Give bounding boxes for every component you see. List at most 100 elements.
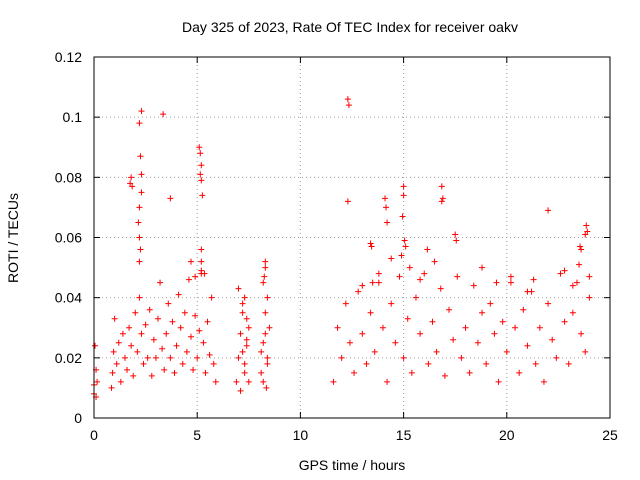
roti-point: [167, 354, 174, 361]
roti-point: [408, 369, 415, 376]
roti-point: [446, 306, 453, 313]
roti-point: [127, 180, 134, 187]
roti-point: [263, 384, 270, 391]
roti-point: [264, 354, 271, 361]
roti-point: [198, 267, 205, 274]
roti-point: [368, 243, 375, 250]
x-tick-label: 15: [396, 427, 412, 443]
roti-point: [404, 315, 411, 322]
roti-point: [190, 366, 197, 373]
roti-point: [260, 378, 267, 385]
y-tick-label: 0.1: [63, 109, 83, 125]
roti-point: [157, 279, 164, 286]
roti-point: [243, 342, 250, 349]
roti-point: [266, 324, 273, 331]
y-tick-label: 0.08: [55, 169, 82, 185]
roti-point: [192, 312, 199, 319]
y-axis-label: ROTI / TECUs: [5, 193, 21, 283]
roti-point: [239, 309, 246, 316]
roti-point: [196, 327, 203, 334]
roti-point: [262, 258, 269, 265]
roti-point: [453, 237, 460, 244]
roti-point: [92, 342, 99, 349]
roti-point: [520, 306, 527, 313]
roti-point: [160, 111, 167, 118]
roti-point: [578, 330, 585, 337]
roti-point: [119, 330, 126, 337]
roti-point: [359, 282, 366, 289]
roti-point: [532, 360, 539, 367]
roti-point: [202, 369, 209, 376]
roti-point: [383, 204, 390, 211]
roti-point: [239, 348, 246, 355]
roti-point: [264, 360, 271, 367]
roti-point: [150, 336, 157, 343]
roti-point: [392, 339, 399, 346]
roti-point: [400, 192, 407, 199]
roti-point: [194, 354, 201, 361]
roti-point: [199, 192, 206, 199]
roti-point: [583, 222, 590, 229]
roti-point: [204, 318, 211, 325]
plot-frame: [93, 56, 611, 419]
roti-point: [412, 294, 419, 301]
roti-point: [369, 279, 376, 286]
roti-point: [462, 324, 469, 331]
roti-point: [212, 378, 219, 385]
roti-point: [261, 273, 268, 280]
y-tick-label: 0: [74, 410, 82, 426]
roti-point: [136, 294, 143, 301]
roti-point: [183, 348, 190, 355]
roti-point: [201, 270, 208, 277]
roti-point: [198, 258, 205, 265]
roti-point: [578, 246, 585, 253]
roti-point: [243, 336, 250, 343]
roti-point: [110, 348, 117, 355]
roti-point: [466, 369, 473, 376]
roti-point: [334, 324, 341, 331]
roti-point: [499, 318, 506, 325]
roti-point: [569, 309, 576, 316]
roti-point: [536, 324, 543, 331]
roti-point: [584, 228, 591, 235]
x-axis-label: GPS time / hours: [299, 457, 406, 473]
roti-point: [507, 273, 514, 280]
roti-point: [470, 282, 477, 289]
roti-point: [344, 198, 351, 205]
roti-point: [495, 378, 502, 385]
x-tick-label: 25: [602, 427, 618, 443]
roti-point: [258, 348, 265, 355]
roti-point: [245, 324, 252, 331]
roti-point: [117, 378, 124, 385]
roti-point: [129, 183, 136, 190]
y-tick-label: 0.06: [55, 230, 82, 246]
roti-point: [355, 288, 362, 295]
roti-point: [235, 354, 242, 361]
roti-point: [111, 315, 118, 322]
roti-point: [565, 360, 572, 367]
roti-point: [262, 264, 269, 271]
roti-point: [165, 300, 172, 307]
roti-point: [399, 213, 406, 220]
roti-point: [424, 246, 431, 253]
roti-point: [260, 339, 267, 346]
roti-point: [192, 273, 199, 280]
roti-point: [530, 276, 537, 283]
roti-point: [138, 330, 145, 337]
roti-point: [483, 360, 490, 367]
roti-point: [561, 267, 568, 274]
roti-point: [136, 234, 143, 241]
roti-point: [431, 258, 438, 265]
y-tick-label: 0.02: [55, 350, 82, 366]
roti-point: [330, 378, 337, 385]
roti-point: [351, 369, 358, 376]
roti-point: [384, 219, 391, 226]
roti-point: [171, 369, 178, 376]
roti-point: [144, 354, 151, 361]
roti-point: [173, 342, 180, 349]
roti-point: [388, 300, 395, 307]
roti-point: [175, 291, 182, 298]
roti-point: [342, 300, 349, 307]
roti-point: [346, 339, 353, 346]
